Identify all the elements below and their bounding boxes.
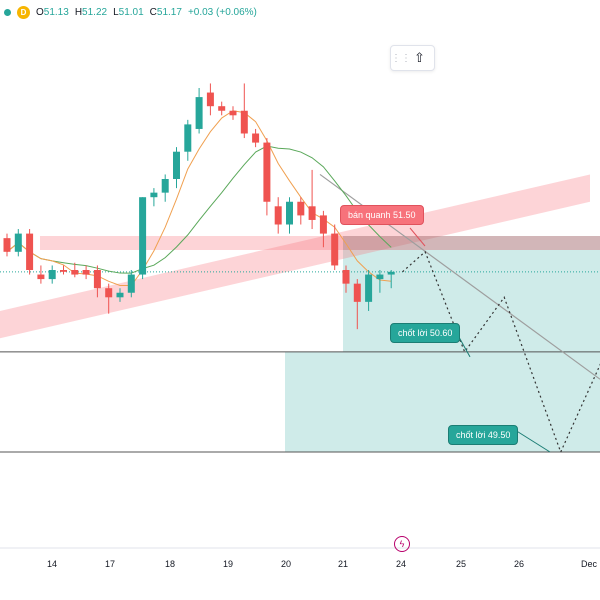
target-zone-2 bbox=[285, 351, 600, 452]
x-tick-label: 18 bbox=[164, 559, 176, 569]
fast-moving-average bbox=[6, 110, 392, 286]
candle-body bbox=[274, 206, 282, 225]
ohlc-high: H51.22 bbox=[74, 7, 108, 18]
drag-grip-icon[interactable]: ⋮⋮ bbox=[391, 52, 411, 64]
sell-note-connector bbox=[409, 227, 426, 247]
candle-body bbox=[71, 270, 79, 275]
candle-body bbox=[105, 288, 113, 298]
candle-body bbox=[127, 274, 135, 293]
x-tick-label: 21 bbox=[337, 559, 349, 569]
candle-body bbox=[37, 274, 45, 280]
candle-body bbox=[240, 110, 248, 134]
candle-body bbox=[376, 274, 384, 280]
ohlc-open: O51.13 bbox=[36, 7, 69, 18]
x-tick-label: Dec bbox=[580, 559, 598, 569]
x-tick-label: 24 bbox=[395, 559, 407, 569]
candle-body bbox=[93, 270, 101, 289]
candle-body bbox=[331, 233, 339, 266]
candle-body bbox=[48, 270, 56, 280]
rising-channel-band bbox=[0, 174, 590, 339]
x-tick-label: 19 bbox=[222, 559, 234, 569]
x-tick-label: 17 bbox=[104, 559, 116, 569]
x-tick-label: 14 bbox=[46, 559, 58, 569]
candle-body bbox=[139, 197, 147, 275]
candle-body bbox=[173, 151, 180, 179]
candle-body bbox=[3, 238, 11, 252]
ohlc-change: +0.03 (+0.06%) bbox=[187, 7, 257, 18]
scroll-up-arrow-icon[interactable]: ⇧ bbox=[414, 50, 425, 65]
candle-body bbox=[263, 142, 271, 202]
forecast-path bbox=[402, 250, 600, 454]
candle-body bbox=[387, 271, 395, 275]
candle-body bbox=[286, 201, 293, 225]
candle-body bbox=[161, 179, 169, 193]
candle-body bbox=[206, 92, 214, 107]
candle-body bbox=[229, 110, 237, 116]
tp2-note-connector bbox=[514, 429, 551, 453]
x-tick-label: 26 bbox=[513, 559, 525, 569]
sell-note[interactable]: bán quanh 51.50 bbox=[340, 205, 424, 225]
candle-body bbox=[319, 215, 327, 234]
status-dot-icon bbox=[4, 9, 11, 16]
entry-zone-box bbox=[343, 236, 600, 250]
ohlc-close: C51.17 bbox=[149, 7, 182, 18]
candle-body bbox=[82, 270, 90, 275]
scroll-nav-widget[interactable]: ⋮⋮ ⇧ bbox=[390, 45, 435, 71]
candle-body bbox=[195, 97, 203, 129]
candle-body bbox=[150, 192, 158, 198]
candle-body bbox=[353, 283, 361, 302]
ohlc-low: L51.01 bbox=[113, 7, 144, 18]
ohlc-legend: D O51.13 H51.22 L51.01 C51.17 +0.03 (+0.… bbox=[4, 6, 257, 19]
candle-body bbox=[60, 270, 67, 272]
interval-badge[interactable]: D bbox=[17, 6, 30, 19]
x-tick-label: 25 bbox=[455, 559, 467, 569]
lightning-icon[interactable]: ϟ bbox=[394, 536, 410, 552]
candle-body bbox=[26, 233, 34, 270]
x-tick-label: 20 bbox=[280, 559, 292, 569]
candle-body bbox=[252, 133, 260, 143]
candle-body bbox=[365, 274, 373, 302]
candle-body bbox=[218, 106, 226, 111]
candle-body bbox=[184, 124, 192, 152]
candle-body bbox=[308, 206, 316, 220]
candle-body bbox=[297, 201, 305, 216]
candle-body bbox=[116, 292, 124, 298]
candle-body bbox=[342, 270, 350, 284]
slow-moving-average bbox=[6, 145, 392, 274]
take-profit-2-note[interactable]: chốt lời 49.50 bbox=[448, 425, 519, 445]
candle-body bbox=[14, 233, 22, 252]
target-zone-1 bbox=[343, 250, 600, 352]
resistance-band bbox=[40, 236, 600, 250]
take-profit-1-note[interactable]: chốt lời 50.60 bbox=[390, 323, 461, 343]
